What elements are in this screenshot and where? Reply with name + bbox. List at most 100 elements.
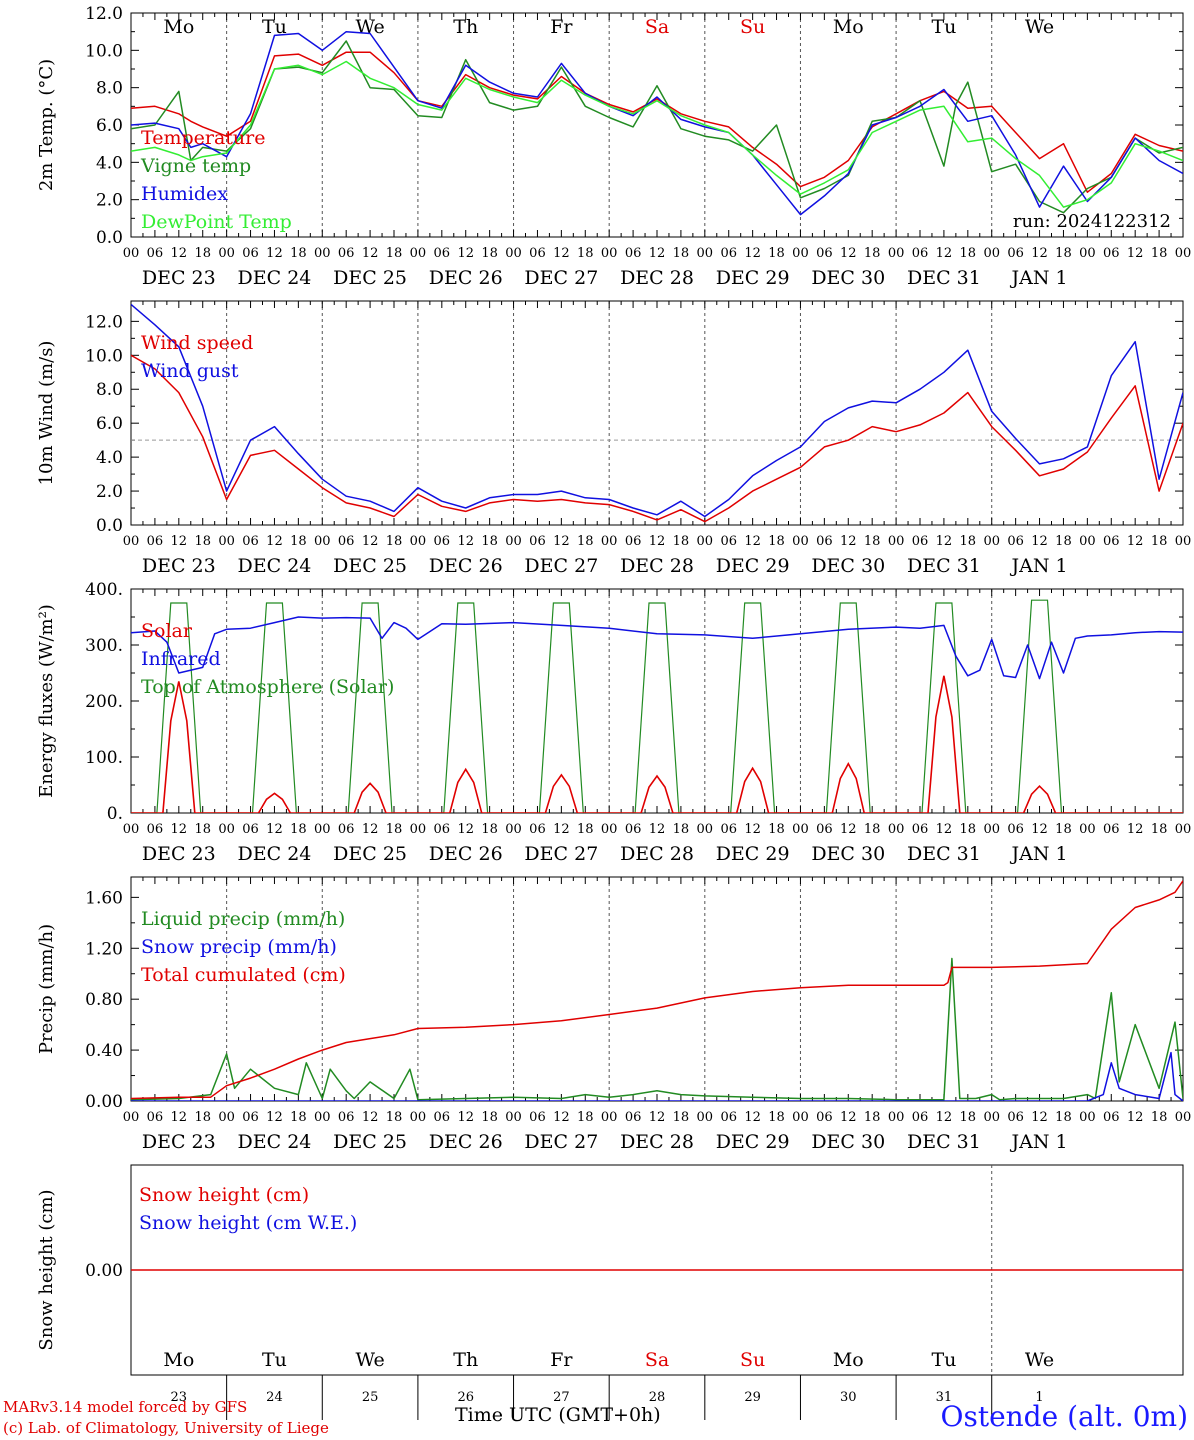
date-label: DEC 27: [524, 555, 598, 577]
hour-label: 12: [649, 822, 666, 837]
hour-label: 18: [290, 1110, 307, 1125]
date-label: DEC 31: [907, 1131, 981, 1153]
hour-label: 00: [697, 822, 714, 837]
hour-label: 12: [266, 534, 283, 549]
hour-label: 00: [410, 246, 427, 261]
hour-label: 06: [434, 534, 451, 549]
date-label: DEC 26: [429, 555, 503, 577]
hour-label: 00: [697, 1110, 714, 1125]
day-label: Mo: [163, 1349, 194, 1371]
hour-label: 12: [744, 822, 761, 837]
hour-label: 18: [577, 246, 594, 261]
hour-label: 06: [720, 1110, 737, 1125]
hour-label: 12: [744, 534, 761, 549]
hour-label: 12: [936, 534, 953, 549]
hour-label: 18: [290, 246, 307, 261]
y-axis-title: Precip (mm/h): [36, 924, 57, 1054]
hour-label: 00: [505, 1110, 522, 1125]
hour-label: 06: [338, 534, 355, 549]
day-label: Th: [453, 1349, 478, 1371]
hour-label: 06: [338, 822, 355, 837]
hour-label: 00: [218, 246, 235, 261]
hour-label: 00: [410, 1110, 427, 1125]
date-label: DEC 29: [716, 555, 790, 577]
plot-frame: [130, 12, 1184, 238]
hour-label: 00: [888, 822, 905, 837]
hour-label: 12: [840, 534, 857, 549]
hour-label: 12: [1031, 534, 1048, 549]
hour-label: 12: [936, 246, 953, 261]
hour-label: 12: [362, 534, 379, 549]
hour-label: 18: [960, 822, 977, 837]
y-tick-label: 6.0: [96, 116, 123, 136]
hour-label: 06: [1007, 822, 1024, 837]
hour-label: 00: [123, 534, 140, 549]
hour-label: 06: [147, 534, 164, 549]
hour-label: 12: [936, 822, 953, 837]
hour-label: 06: [912, 1110, 929, 1125]
legend-entry: Wind speed: [141, 332, 253, 354]
series-toa-solar-line: [131, 599, 1183, 813]
day-label: Tu: [262, 16, 287, 38]
hour-label: 06: [912, 246, 929, 261]
date-number: 23: [171, 1390, 188, 1405]
date-label: DEC 28: [620, 843, 694, 865]
series-solar-line: [131, 675, 1183, 813]
hour-label: 06: [529, 534, 546, 549]
date-label: DEC 31: [907, 267, 981, 289]
day-label: Tu: [262, 1349, 287, 1371]
hour-label: 12: [649, 1110, 666, 1125]
hour-label: 12: [936, 1110, 953, 1125]
hour-label: 06: [1103, 246, 1120, 261]
date-number: 1: [1035, 1390, 1043, 1405]
hour-label: 06: [625, 534, 642, 549]
y-tick-label: 0.00: [85, 1261, 123, 1281]
date-label: DEC 30: [811, 843, 885, 865]
hour-label: 18: [1151, 246, 1168, 261]
hour-label: 12: [744, 246, 761, 261]
series-temperature-line: [131, 51, 1183, 193]
hour-label: 00: [697, 246, 714, 261]
date-label: DEC 25: [333, 1131, 407, 1153]
legend-entry: Wind gust: [141, 360, 239, 382]
day-label: Tu: [931, 16, 956, 38]
hour-label: 06: [147, 246, 164, 261]
hour-label: 00: [888, 246, 905, 261]
legend-entry: Snow precip (mm/h): [141, 936, 337, 958]
hour-label: 06: [912, 822, 929, 837]
hour-label: 18: [1151, 822, 1168, 837]
hour-label: 00: [983, 534, 1000, 549]
hour-label: 06: [529, 1110, 546, 1125]
hour-label: 00: [601, 1110, 618, 1125]
date-label: DEC 29: [716, 1131, 790, 1153]
hour-label: 18: [1151, 534, 1168, 549]
date-label: JAN 1: [1009, 555, 1067, 577]
hour-label: 06: [338, 1110, 355, 1125]
hour-label: 12: [1031, 1110, 1048, 1125]
panel-3: 0. 100. 200. 300. 400. Energy fluxes (W/m²) 00…: [36, 580, 1191, 865]
y-axis-title: Snow height (cm): [36, 1189, 57, 1350]
hour-label: 00: [983, 822, 1000, 837]
y-tick-label: 0.0: [96, 228, 123, 248]
run-annotation: run: 2024122312: [1013, 211, 1171, 232]
hour-label: 00: [792, 246, 809, 261]
hour-label: 00: [792, 822, 809, 837]
hour-label: 00: [123, 822, 140, 837]
hour-label: 18: [194, 822, 211, 837]
y-tick-label: 400.: [85, 580, 123, 600]
date-label: DEC 24: [238, 555, 312, 577]
y-tick-label: 200.: [85, 692, 123, 712]
hour-label: 00: [1079, 1110, 1096, 1125]
hour-label: 18: [290, 822, 307, 837]
hour-label: 12: [1127, 534, 1144, 549]
hour-label: 18: [864, 1110, 881, 1125]
date-label: DEC 27: [524, 267, 598, 289]
date-label: DEC 27: [524, 1131, 598, 1153]
y-axis-title: Energy fluxes (W/m²): [36, 604, 57, 798]
hour-label: 06: [1103, 822, 1120, 837]
hour-label: 06: [1007, 246, 1024, 261]
y-tick-label: 0.: [107, 804, 123, 824]
hour-label: 18: [290, 534, 307, 549]
date-number: 30: [840, 1390, 857, 1405]
